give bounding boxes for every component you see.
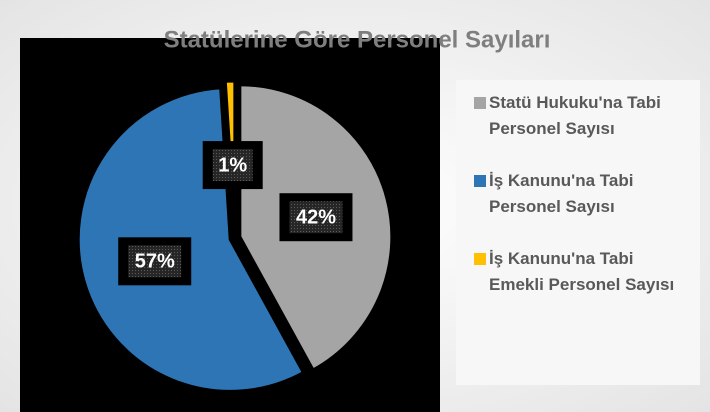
legend-label: İş Kanunu'na Tabi Personel Sayısı xyxy=(489,171,634,216)
legend-label: İş Kanunu'na Tabi Emekli Personel Sayısı xyxy=(489,249,675,294)
data-label-bg xyxy=(289,201,343,234)
data-label: 42% xyxy=(296,206,336,228)
chart-title: Statülerine Göre Personel Sayıları xyxy=(164,26,551,53)
legend: Statü Hukuku'na Tabi Personel Sayısı İş K… xyxy=(456,80,700,385)
legend-swatch xyxy=(474,253,486,265)
legend-item: İş Kanunu'na Tabi Emekli Personel Sayısı xyxy=(474,246,692,298)
data-label-bg xyxy=(212,149,253,182)
data-label-bg xyxy=(128,245,182,278)
legend-swatch xyxy=(474,175,486,187)
legend-item: İş Kanunu'na Tabi Personel Sayısı xyxy=(474,168,692,220)
data-label: 57% xyxy=(135,251,175,273)
legend-swatch xyxy=(474,97,486,109)
legend-label: Statü Hukuku'na Tabi Personel Sayısı xyxy=(489,93,661,138)
data-label: 1% xyxy=(218,154,247,176)
legend-item: Statü Hukuku'na Tabi Personel Sayısı xyxy=(474,90,692,142)
